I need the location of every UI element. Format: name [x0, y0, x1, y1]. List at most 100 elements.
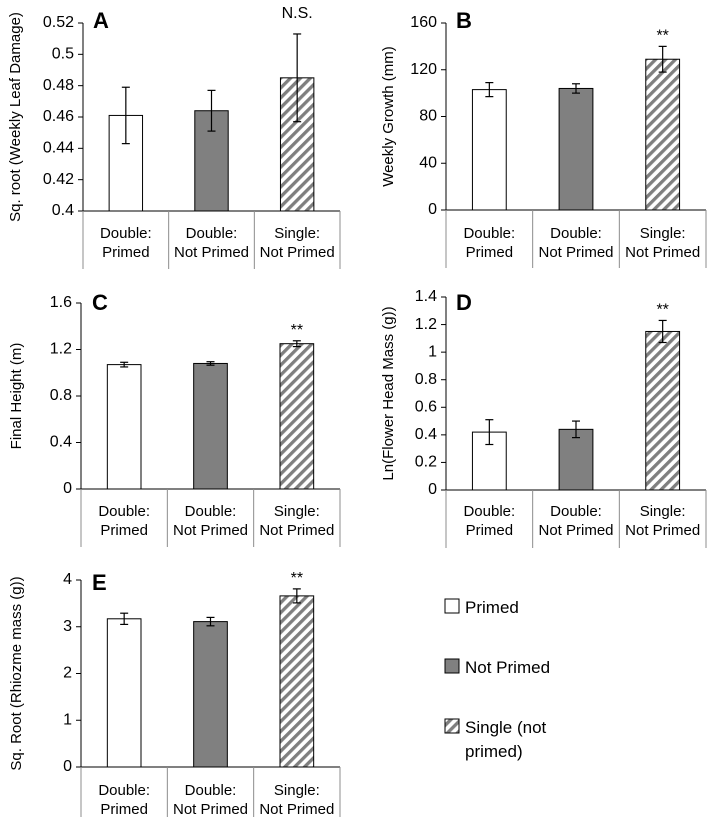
panel-e-y-tick-label: 0: [63, 758, 72, 775]
panel-c-y-axis-label: Final Height (m): [8, 343, 25, 450]
panel-d-y-tick-label: 1: [428, 343, 437, 360]
panel-a-category-label: Double: Not Primed: [174, 225, 249, 261]
panel-a-label: A: [93, 8, 109, 33]
panel-a-significance-label: N.S.: [282, 5, 313, 22]
panel-a-category-label: Double: Primed: [100, 225, 152, 261]
legend-label: Not Primed: [465, 658, 550, 677]
panel-a-error-bar-not-primed: [207, 89, 216, 132]
panel-d-y-tick-label: 1.2: [415, 316, 437, 333]
panel-d-error-bar-single-not-primed: [658, 319, 667, 344]
panel-a-y-tick-label: 0.52: [43, 14, 74, 31]
panel-a-y-tick-label: 0.5: [52, 46, 74, 63]
panel-d-y-tick-label: 0: [428, 481, 437, 498]
panel-d-y-tick-label: 1.4: [415, 288, 437, 305]
panel-c-error-bar-single-not-primed: [292, 340, 301, 348]
panel-c-label: C: [92, 290, 108, 315]
legend-item-not-primed: Not Primed: [444, 658, 550, 677]
panel-b-y-tick-label: 0: [428, 201, 437, 218]
panel-c-bar-single-not-primed: [279, 343, 315, 490]
panel-e-y-tick-label: 1: [63, 711, 72, 728]
panel-e-error-bar-primed: [120, 612, 129, 626]
panel-b-error-bar-not-primed: [572, 83, 580, 94]
legend: Primed Not Primed Single (not primed): [444, 598, 550, 761]
panel-c-bar-not-primed: [193, 362, 228, 490]
panel-d-y-tick-label: 0.6: [415, 399, 437, 416]
panel-c-category-label: Double: Primed: [98, 503, 150, 539]
panel-e-bar-single-not-primed: [279, 595, 315, 768]
panel-e-y-axis-label: Sq. Root (Rhiozme mass (g)): [8, 576, 25, 770]
legend-item-single-not-primed: Single (not primed): [444, 718, 547, 761]
panel-c-error-bar-not-primed: [206, 361, 215, 366]
panel-b-y-axis-label: Weekly Growth (mm): [380, 46, 397, 187]
panel-e-significance-label: **: [291, 570, 303, 587]
panel-e-error-bar-not-primed: [206, 616, 215, 627]
panel-d-y-tick-label: 0.4: [415, 426, 437, 443]
panel-a-error-bar-single-not-primed: [293, 33, 302, 123]
panel-e-y-tick-label: 2: [63, 665, 72, 682]
panel-d-chart: D Ln(Flower Head Mass (g)) 0 0.2 0.4 0.6 0.8 1 1…: [380, 288, 707, 548]
legend-label: Primed: [465, 598, 519, 617]
panel-e-category-label: Double: Not Primed: [173, 782, 248, 817]
panel-d-bar-not-primed: [558, 428, 594, 491]
panel-e-label: E: [92, 570, 107, 595]
panel-b-bar-single-not-primed: [645, 58, 681, 211]
legend-swatch: [444, 718, 460, 734]
panel-e-error-bar-single-not-primed: [292, 588, 301, 604]
panel-e-y-tick-label: 4: [63, 571, 72, 588]
panel-b-category-label: Double: Not Primed: [538, 225, 613, 261]
panel-b-error-bar-primed: [485, 82, 494, 98]
panel-c-y-tick-label: 0.8: [50, 387, 72, 404]
panel-c-y-tick-label: 1.2: [50, 341, 72, 358]
panel-b-chart: B Weekly Growth (mm) 0 40 80 120 160 Double: Pri…: [380, 8, 707, 268]
panel-c-category-label: Single: Not Primed: [259, 503, 334, 539]
panel-a-y-tick-label: 0.44: [43, 140, 74, 157]
panel-c-y-tick-label: 0: [63, 480, 72, 497]
panel-c-category-label: Double: Not Primed: [173, 503, 248, 539]
panel-a-y-tick-label: 0.46: [43, 108, 74, 125]
panel-b-bar-not-primed: [558, 87, 594, 211]
panel-a-category-label: Single: Not Primed: [260, 225, 335, 261]
panel-b-y-tick-label: 80: [419, 108, 437, 125]
panel-b-y-tick-label: 120: [410, 61, 437, 78]
panel-b-error-bar-single-not-primed: [658, 45, 667, 73]
panel-d-y-tick-label: 0.8: [415, 371, 437, 388]
panel-a-error-bar-primed: [121, 86, 130, 145]
panel-e-category-label: Double: Primed: [98, 782, 150, 817]
legend-swatch: [444, 658, 460, 674]
legend-swatch: [444, 598, 460, 614]
panel-e-bar-not-primed: [193, 621, 228, 768]
panel-b-y-tick-label: 40: [419, 154, 437, 171]
panel-c-error-bar-primed: [120, 361, 129, 368]
panel-d-bar-single-not-primed: [645, 330, 681, 491]
panel-b-y-tick-label: 160: [410, 14, 437, 31]
panel-a-y-tick-label: 0.4: [52, 202, 74, 219]
panel-d-category-label: Single: Not Primed: [625, 503, 700, 539]
panel-b-category-label: Double: Primed: [463, 225, 515, 261]
panel-a-chart: A Sq. root (Weekly Leaf Damage) 0.4 0.42 0.4…: [7, 5, 341, 269]
panel-b-category-label: Single: Not Primed: [625, 225, 700, 261]
panel-e-category-label: Single: Not Primed: [259, 782, 334, 817]
panel-c-chart: C Final Height (m) 0 0.4 0.8 1.2 1.6 Double: Pri…: [8, 290, 341, 547]
panel-e-bar-primed: [106, 618, 142, 768]
panel-e-y-tick-label: 3: [63, 618, 72, 635]
legend-item-primed: Primed: [444, 598, 519, 617]
panel-a-y-tick-label: 0.48: [43, 77, 74, 94]
panel-d-y-axis-label: Ln(Flower Head Mass (g)): [380, 306, 397, 480]
panel-d-error-bar-not-primed: [572, 420, 580, 439]
panel-d-y-tick-label: 0.2: [415, 454, 437, 471]
panel-a-y-axis-label: Sq. root (Weekly Leaf Damage): [7, 12, 24, 222]
panel-a-y-tick-label: 0.42: [43, 171, 74, 188]
panel-c-y-tick-label: 1.6: [50, 294, 72, 311]
panel-d-label: D: [456, 290, 472, 315]
panel-b-significance-label: **: [656, 28, 668, 45]
panel-d-category-label: Double: Not Primed: [538, 503, 613, 539]
panel-d-significance-label: **: [656, 302, 668, 319]
panel-c-bar-primed: [106, 364, 142, 490]
panel-e-chart: E Sq. Root (Rhiozme mass (g)) 0 1 2 3 4 Double:…: [8, 570, 341, 817]
panel-d-category-label: Double: Primed: [463, 503, 515, 539]
panel-b-bar-primed: [471, 89, 507, 211]
panel-c-y-tick-label: 0.4: [50, 434, 72, 451]
legend-label: Single (not primed): [465, 718, 547, 761]
panel-c-significance-label: **: [291, 322, 303, 339]
